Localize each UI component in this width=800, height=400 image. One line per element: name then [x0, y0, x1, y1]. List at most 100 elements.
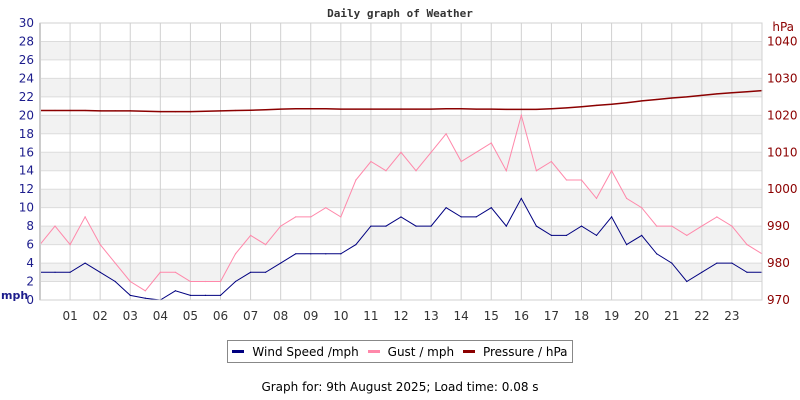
- data-point: [265, 271, 267, 273]
- data-point: [249, 109, 252, 111]
- left-tick-label: 14: [19, 164, 34, 178]
- data-point: [565, 107, 568, 109]
- data-point: [656, 253, 658, 255]
- data-point: [219, 294, 222, 296]
- data-point: [310, 216, 312, 218]
- x-tick-label: 06: [213, 309, 228, 323]
- left-tick-label: 6: [26, 238, 34, 252]
- data-point: [701, 225, 703, 227]
- right-tick-label: 970: [767, 293, 790, 307]
- left-tick-label: 28: [19, 34, 34, 48]
- data-point: [415, 170, 417, 172]
- right-tick-label: 1040: [767, 34, 798, 48]
- data-point: [520, 197, 522, 200]
- x-tick-label: 12: [393, 309, 408, 323]
- data-point: [69, 271, 71, 273]
- data-point: [626, 197, 628, 200]
- data-point: [595, 197, 598, 200]
- data-point: [204, 110, 207, 112]
- x-tick-label: 22: [694, 309, 709, 323]
- gust-swatch: [367, 350, 380, 353]
- x-tick-label: 15: [484, 309, 499, 323]
- legend-label: Wind Speed /mph: [252, 344, 359, 359]
- left-tick-label: 2: [26, 275, 34, 289]
- data-point: [400, 108, 402, 110]
- data-point: [641, 100, 643, 102]
- data-point: [671, 262, 673, 264]
- data-point: [310, 253, 312, 255]
- data-point: [445, 207, 447, 209]
- data-point: [325, 108, 327, 110]
- left-tick-label: 20: [19, 108, 34, 122]
- data-point: [626, 102, 628, 104]
- data-point: [535, 108, 537, 111]
- data-point: [340, 253, 342, 255]
- left-tick-label: 8: [26, 219, 34, 233]
- legend-label: Gust / mph: [387, 344, 455, 359]
- data-point: [475, 108, 477, 110]
- data-point: [249, 234, 252, 236]
- data-point: [265, 244, 267, 246]
- data-point: [54, 271, 56, 273]
- data-point: [355, 179, 357, 181]
- data-point: [520, 108, 522, 111]
- data-point: [400, 151, 402, 153]
- data-point: [595, 234, 598, 236]
- right-tick-label: 1000: [767, 182, 798, 196]
- data-point: [701, 94, 703, 96]
- data-point: [355, 108, 357, 110]
- x-tick-label: 20: [634, 309, 649, 323]
- data-point: [144, 297, 146, 299]
- left-axis-label: mph: [1, 289, 28, 302]
- data-point: [69, 244, 71, 246]
- data-point: [174, 111, 176, 113]
- data-point: [144, 110, 146, 112]
- left-tick-label: 22: [19, 90, 34, 104]
- data-point: [189, 111, 192, 113]
- right-tick-label: 1010: [767, 145, 798, 159]
- data-point: [490, 207, 492, 209]
- data-point: [99, 244, 101, 246]
- data-point: [415, 108, 417, 110]
- data-point: [641, 234, 643, 236]
- data-point: [370, 108, 372, 110]
- data-point: [99, 110, 101, 112]
- left-tick-label: 26: [19, 53, 34, 67]
- right-axis-label: hPa: [772, 20, 794, 34]
- data-point: [280, 108, 282, 110]
- data-point: [565, 179, 568, 181]
- data-point: [490, 108, 492, 110]
- data-point: [656, 225, 658, 227]
- data-point: [580, 225, 583, 227]
- data-point: [430, 108, 432, 110]
- data-point: [686, 96, 688, 98]
- data-point: [505, 108, 507, 111]
- left-tick-label: 4: [26, 256, 34, 270]
- wind-swatch: [232, 350, 245, 353]
- data-point: [580, 179, 583, 181]
- data-point: [686, 280, 688, 283]
- data-point: [249, 271, 252, 273]
- right-tick-label: 990: [767, 219, 790, 233]
- x-tick-label: 04: [153, 309, 168, 323]
- data-point: [234, 280, 237, 283]
- x-tick-label: 05: [183, 309, 198, 323]
- data-point: [731, 262, 733, 264]
- data-point: [716, 262, 718, 264]
- data-point: [641, 207, 643, 209]
- data-point: [535, 170, 537, 172]
- data-point: [746, 91, 748, 93]
- data-point: [610, 216, 613, 218]
- data-point: [84, 216, 86, 218]
- legend-item-pressure: Pressure / hPa: [462, 345, 568, 359]
- x-tick-label: 23: [724, 309, 739, 323]
- data-point: [129, 280, 131, 283]
- data-point: [671, 225, 673, 227]
- data-point: [520, 114, 522, 116]
- data-point: [565, 234, 568, 236]
- x-tick-label: 03: [123, 309, 138, 323]
- x-tick-label: 18: [574, 309, 589, 323]
- data-point: [716, 93, 718, 95]
- data-point: [295, 108, 297, 110]
- data-point: [159, 111, 161, 113]
